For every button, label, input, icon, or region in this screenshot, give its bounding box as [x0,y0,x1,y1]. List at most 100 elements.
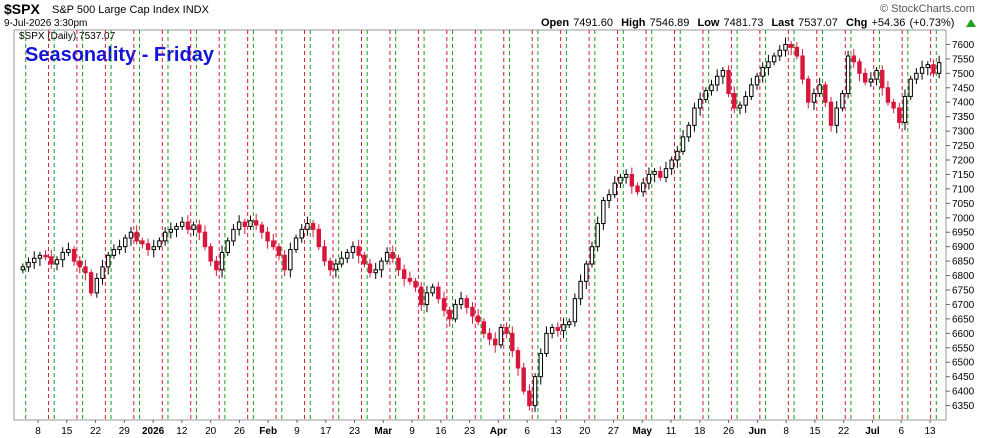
x-tick-label: 6 [524,426,530,437]
candle-body [447,309,452,320]
open-label: Open [541,17,570,29]
y-tick-label: 6500 [952,358,975,369]
candle-body [544,332,549,355]
y-tick-label: 7450 [952,83,975,94]
candle-body [157,240,162,248]
up-arrow-icon [966,19,976,27]
candle-body [697,98,703,109]
x-tick-label: 26 [723,426,735,437]
x-tick-label: 15 [809,426,821,437]
candle-body [726,69,731,95]
candle-body [327,260,333,271]
candle-body [197,224,202,233]
candle-body [458,298,464,305]
candle-body [487,332,492,340]
candle-body [908,78,913,97]
candle-body [737,104,743,109]
candle-body [37,254,43,259]
candle-body [891,101,896,109]
candle-body [498,327,504,346]
y-tick-label: 6350 [952,401,975,412]
x-tick-label: 15 [61,426,73,437]
candle-body [851,55,856,63]
candle-body [367,263,373,274]
candle-body [396,257,401,271]
candle-body [680,136,686,152]
candle-body [885,87,891,103]
y-tick-label: 6850 [952,257,975,268]
candle-body [521,367,526,392]
x-tick-label: Jun [748,426,766,437]
candle-body [567,321,572,326]
candle-body [225,240,230,253]
x-tick-label: 12 [176,426,188,437]
candle-body [549,327,555,334]
candle-body [640,182,646,193]
candle-body [527,390,532,407]
candle-body [510,332,515,352]
x-tick-label: 18 [694,426,706,437]
candle-body [703,90,709,100]
candle-body [100,266,105,279]
candle-body [777,49,783,57]
candle-body [26,262,31,268]
low-value: 7481.73 [723,17,764,29]
candle-body [806,78,811,103]
candle-body [123,237,128,248]
candle-body [236,221,242,230]
candle-body [692,107,697,126]
x-tick-label: 17 [320,426,332,437]
y-tick-label: 6750 [952,286,975,297]
candle-body [897,107,902,123]
x-tick-label: 22 [838,426,850,437]
candle-body [845,55,851,95]
candle-body [185,221,191,230]
candle-body [424,292,430,305]
candle-body [669,159,674,170]
y-tick-label: 6600 [952,329,975,340]
candle-body [350,246,356,253]
candle-body [441,298,447,311]
y-tick-label: 7000 [952,213,975,224]
ohlc-readout: Open 7491.60 High 7546.89 Low 7481.73 La… [541,17,954,29]
candle-body [49,256,54,265]
candle-body [709,84,714,92]
candle-body [83,266,88,274]
candle-body [430,286,435,294]
candle-body [862,72,868,83]
candle-body [94,277,100,294]
candle-body [675,150,680,161]
candle-body [384,251,390,262]
candle-body [32,257,37,264]
candle-body [720,69,726,77]
candle-body [618,176,623,184]
last-label: Last [771,17,795,29]
y-tick-label: 7150 [952,170,975,181]
y-tick-label: 6550 [952,343,975,354]
y-tick-label: 7500 [952,69,975,80]
y-tick-label: 6800 [952,271,975,282]
candle-body [259,224,265,233]
candle-body [106,254,111,268]
candle-body [515,350,521,369]
y-tick-label: 6400 [952,387,975,398]
x-tick-label: 11 [666,426,677,437]
y-tick-label: 7050 [952,199,975,210]
candle-body [686,124,691,138]
y-tick-label: 6900 [952,242,975,253]
candle-body [140,240,145,245]
watermark[interactable]: © StockCharts.com [880,3,975,15]
candle-body [925,64,930,69]
low-label: Low [697,17,720,29]
candle-body [174,225,179,230]
candle-body [191,224,196,230]
y-tick-label: 7250 [952,141,975,152]
symbol-label: $SPX [4,1,40,17]
x-tick-label: 13 [550,426,562,437]
candle-body [629,173,635,187]
candle-body [111,249,117,256]
candle-body [732,93,737,109]
candle-body [339,257,344,265]
candle-body [606,194,612,201]
candle-body [481,321,487,334]
